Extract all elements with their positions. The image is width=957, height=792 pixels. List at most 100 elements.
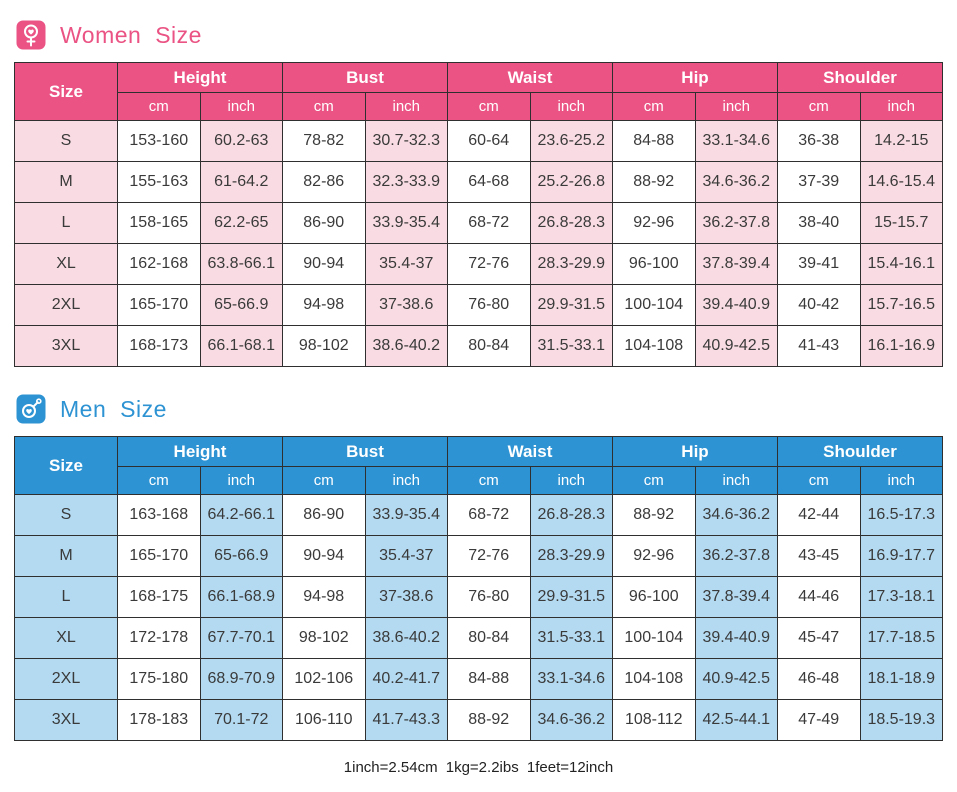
- size-cell: XL: [14, 243, 118, 285]
- inch-value-cell: 37-38.6: [364, 576, 448, 618]
- table-row: 2XL 175-180 68.9-70.9 102-106 40.2-41.7 84-88…: [14, 658, 943, 700]
- cm-value-cell: 153-160: [117, 120, 201, 162]
- women-size-table: Size Height Bust Waist Hip Shoulder cm i…: [14, 62, 943, 367]
- cm-value-cell: 94-98: [282, 576, 366, 618]
- inch-value-cell: 33.9-35.4: [364, 202, 448, 244]
- cm-value-cell: 94-98: [282, 284, 366, 326]
- size-cell: L: [14, 576, 118, 618]
- inch-value-cell: 15.4-16.1: [859, 243, 943, 285]
- section-title: Men Size: [60, 395, 167, 422]
- cm-value-cell: 168-175: [117, 576, 201, 618]
- column-header-bust: Bust: [282, 436, 448, 467]
- unit-header-cm: cm: [447, 466, 531, 495]
- cm-value-cell: 163-168: [117, 494, 201, 536]
- cm-value-cell: 92-96: [612, 202, 696, 244]
- inch-value-cell: 36.2-37.8: [694, 202, 778, 244]
- size-cell: 3XL: [14, 699, 118, 741]
- inch-value-cell: 62.2-65: [199, 202, 283, 244]
- cm-value-cell: 155-163: [117, 161, 201, 203]
- unit-header-inch: inch: [859, 92, 943, 121]
- cm-value-cell: 80-84: [447, 325, 531, 367]
- inch-value-cell: 18.5-19.3: [859, 699, 943, 741]
- cm-value-cell: 46-48: [777, 658, 861, 700]
- cm-value-cell: 44-46: [777, 576, 861, 618]
- cm-value-cell: 165-170: [117, 535, 201, 577]
- column-header-height: Height: [117, 62, 283, 93]
- women-section-header: Women Size: [16, 18, 943, 52]
- cm-value-cell: 43-45: [777, 535, 861, 577]
- inch-value-cell: 34.6-36.2: [694, 494, 778, 536]
- unit-header-inch: inch: [364, 466, 448, 495]
- cm-value-cell: 60-64: [447, 120, 531, 162]
- inch-value-cell: 25.2-26.8: [529, 161, 613, 203]
- cm-value-cell: 100-104: [612, 284, 696, 326]
- unit-header-cm: cm: [612, 92, 696, 121]
- cm-value-cell: 76-80: [447, 284, 531, 326]
- unit-header-cm: cm: [447, 92, 531, 121]
- cm-value-cell: 92-96: [612, 535, 696, 577]
- inch-value-cell: 38.6-40.2: [364, 325, 448, 367]
- cm-value-cell: 36-38: [777, 120, 861, 162]
- inch-value-cell: 14.6-15.4: [859, 161, 943, 203]
- unit-header-inch: inch: [529, 466, 613, 495]
- unit-header-cm: cm: [282, 466, 366, 495]
- inch-value-cell: 37.8-39.4: [694, 576, 778, 618]
- cm-value-cell: 68-72: [447, 494, 531, 536]
- unit-header-inch: inch: [529, 92, 613, 121]
- size-cell: M: [14, 535, 118, 577]
- inch-value-cell: 35.4-37: [364, 535, 448, 577]
- male-icon: [16, 394, 46, 424]
- women-table-header: Size Height Bust Waist Hip Shoulder cm i…: [14, 62, 943, 121]
- unit-header-cm: cm: [282, 92, 366, 121]
- column-header-waist: Waist: [447, 62, 613, 93]
- inch-value-cell: 14.2-15: [859, 120, 943, 162]
- men-size-table: Size Height Bust Waist Hip Shoulder cm i…: [14, 436, 943, 741]
- table-row: L 158-165 62.2-65 86-90 33.9-35.4 68-72 26.8-2…: [14, 202, 943, 244]
- inch-value-cell: 37.8-39.4: [694, 243, 778, 285]
- cm-value-cell: 82-86: [282, 161, 366, 203]
- size-cell: M: [14, 161, 118, 203]
- size-cell: L: [14, 202, 118, 244]
- cm-value-cell: 40-42: [777, 284, 861, 326]
- inch-value-cell: 16.1-16.9: [859, 325, 943, 367]
- cm-value-cell: 86-90: [282, 494, 366, 536]
- table-row: 3XL 178-183 70.1-72 106-110 41.7-43.3 88-92 34…: [14, 699, 943, 741]
- size-cell: 2XL: [14, 284, 118, 326]
- cm-value-cell: 42-44: [777, 494, 861, 536]
- cm-value-cell: 78-82: [282, 120, 366, 162]
- cm-value-cell: 104-108: [612, 325, 696, 367]
- inch-value-cell: 33.1-34.6: [694, 120, 778, 162]
- inch-value-cell: 33.1-34.6: [529, 658, 613, 700]
- size-cell: 2XL: [14, 658, 118, 700]
- cm-value-cell: 72-76: [447, 535, 531, 577]
- cm-value-cell: 86-90: [282, 202, 366, 244]
- table-row: XL 162-168 63.8-66.1 90-94 35.4-37 72-76 28.3-…: [14, 243, 943, 285]
- cm-value-cell: 88-92: [612, 494, 696, 536]
- size-chart-page: Women Size Size Height Bust Waist Hip Sh…: [14, 18, 943, 776]
- column-header-hip: Hip: [612, 436, 778, 467]
- cm-value-cell: 178-183: [117, 699, 201, 741]
- unit-header-cm: cm: [612, 466, 696, 495]
- inch-value-cell: 34.6-36.2: [529, 699, 613, 741]
- cm-value-cell: 175-180: [117, 658, 201, 700]
- inch-value-cell: 68.9-70.9: [199, 658, 283, 700]
- conversion-note: 1inch=2.54cm 1kg=2.2ibs 1feet=12inch: [343, 759, 614, 776]
- cm-value-cell: 38-40: [777, 202, 861, 244]
- table-row: S 163-168 64.2-66.1 86-90 33.9-35.4 68-72 26.8…: [14, 494, 943, 536]
- inch-value-cell: 61-64.2: [199, 161, 283, 203]
- inch-value-cell: 60.2-63: [199, 120, 283, 162]
- cm-value-cell: 90-94: [282, 243, 366, 285]
- cm-value-cell: 88-92: [612, 161, 696, 203]
- cm-value-cell: 64-68: [447, 161, 531, 203]
- inch-value-cell: 40.9-42.5: [694, 325, 778, 367]
- inch-value-cell: 29.9-31.5: [529, 576, 613, 618]
- inch-value-cell: 16.5-17.3: [859, 494, 943, 536]
- inch-value-cell: 30.7-32.3: [364, 120, 448, 162]
- women-size-section: Women Size Size Height Bust Waist Hip Sh…: [14, 18, 943, 367]
- table-row: S 153-160 60.2-63 78-82 30.7-32.3 60-64 23.6-2…: [14, 120, 943, 162]
- inch-value-cell: 64.2-66.1: [199, 494, 283, 536]
- inch-value-cell: 17.7-18.5: [859, 617, 943, 659]
- inch-value-cell: 26.8-28.3: [529, 494, 613, 536]
- inch-value-cell: 36.2-37.8: [694, 535, 778, 577]
- cm-value-cell: 100-104: [612, 617, 696, 659]
